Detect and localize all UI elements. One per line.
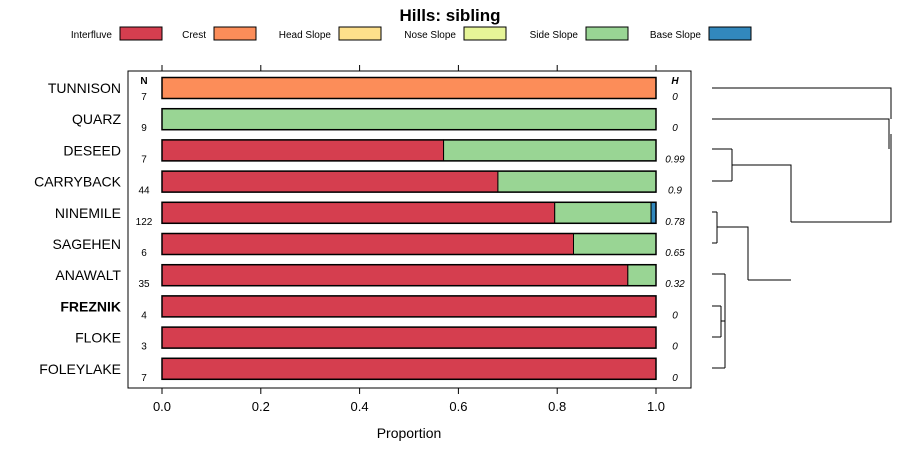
bar-segment xyxy=(161,139,445,162)
legend-swatch xyxy=(585,26,629,41)
row-label: FREZNIK xyxy=(60,298,121,314)
x-axis: 0.0 0.2 0.4 0.6 0.8 1.0 xyxy=(153,65,665,414)
n-value: 7 xyxy=(141,92,147,103)
legend-swatch xyxy=(213,26,257,41)
bar-segment xyxy=(443,139,657,162)
n-value: 122 xyxy=(136,217,153,228)
dendrogram-link xyxy=(712,118,890,149)
x-axis-label: Proportion xyxy=(377,425,442,441)
legend-label: Side Slope xyxy=(530,30,579,41)
h-value: 0 xyxy=(672,310,678,321)
x-tick-label: 0.8 xyxy=(548,399,566,414)
legend-label: Nose Slope xyxy=(404,30,456,41)
bar-outline xyxy=(161,295,657,318)
n-value: 35 xyxy=(138,279,150,290)
bar-outline xyxy=(161,232,657,256)
x-tick-label: 0.2 xyxy=(252,399,270,414)
row-label: NINEMILE xyxy=(55,205,121,221)
x-tick-label: 0.0 xyxy=(153,399,171,414)
bar-segment xyxy=(161,264,629,287)
h-value: 0.65 xyxy=(665,248,685,259)
n-value: 9 xyxy=(141,123,147,134)
bar-outline xyxy=(161,139,657,162)
n-value: 3 xyxy=(141,342,147,353)
bar-segment xyxy=(161,77,657,99)
bar-segment xyxy=(497,170,657,193)
bar-segment xyxy=(573,233,657,255)
bar-segment xyxy=(161,295,657,318)
n-value: 7 xyxy=(141,373,147,384)
legend-swatch xyxy=(708,26,752,41)
dendrogram xyxy=(712,87,892,369)
h-value: 0.9 xyxy=(668,186,682,197)
dendrogram-link xyxy=(791,134,892,223)
legend-swatch xyxy=(119,26,163,41)
bar-outline xyxy=(161,76,657,100)
row-label: SAGEHEN xyxy=(53,236,121,252)
n-column: 7 9 7 44 122 6 35 4 3 7 xyxy=(136,92,153,384)
n-value: 7 xyxy=(141,154,147,165)
row-label: DESEED xyxy=(63,142,121,158)
row-label: CARRYBACK xyxy=(34,174,122,190)
h-value: 0 xyxy=(672,373,678,384)
row-label: FOLEYLAKE xyxy=(39,361,121,377)
bar-segment xyxy=(161,170,499,193)
bar-segment xyxy=(554,201,652,224)
bar-segment xyxy=(161,326,657,349)
n-value: 4 xyxy=(141,310,147,321)
x-tick-label: 0.4 xyxy=(351,399,369,414)
bars-group xyxy=(161,76,657,381)
h-value: 0.78 xyxy=(665,217,685,228)
row-label: QUARZ xyxy=(72,111,121,127)
x-tick-label: 0.6 xyxy=(449,399,467,414)
bar-outline xyxy=(161,326,657,349)
bar-outline xyxy=(161,357,657,381)
bar-segment xyxy=(161,357,657,380)
row-label: TUNNISON xyxy=(48,80,121,96)
x-tick-label: 1.0 xyxy=(647,399,665,414)
dendrogram-link xyxy=(732,164,792,222)
legend-label: Interfluve xyxy=(71,30,113,41)
bar-outline xyxy=(161,201,657,225)
row-label: FLOKE xyxy=(75,330,121,346)
bar-outline xyxy=(161,107,657,131)
legend: Interfluve Crest Head Slope Nose Slope Side … xyxy=(71,26,752,41)
h-value: 0.32 xyxy=(665,279,685,290)
bar-segment xyxy=(161,201,556,224)
h-value: 0 xyxy=(672,92,678,103)
bar-outline xyxy=(161,263,657,287)
row-labels: TUNNISON QUARZ DESEED CARRYBACK NINEMILE SAGE… xyxy=(34,80,122,377)
chart-title: Hills: sibling xyxy=(399,6,500,25)
dendrogram-link xyxy=(712,87,892,119)
h-column-header: H xyxy=(671,76,679,87)
plot-frame xyxy=(127,70,692,389)
legend-swatch xyxy=(463,26,507,41)
legend-label: Head Slope xyxy=(279,30,332,41)
dendrogram-link xyxy=(717,226,749,280)
row-label: ANAWALT xyxy=(55,267,121,283)
legend-label: Crest xyxy=(182,30,206,41)
n-value: 6 xyxy=(141,248,147,259)
n-column-header: N xyxy=(140,76,147,87)
bar-outline xyxy=(161,170,657,193)
h-value: 0 xyxy=(672,342,678,353)
n-value: 44 xyxy=(138,186,150,197)
h-value: 0.99 xyxy=(665,154,685,165)
bar-segment xyxy=(161,108,657,131)
h-column: 0 0 0.99 0.9 0.78 0.65 0.32 0 0 0 xyxy=(665,92,685,384)
legend-swatch xyxy=(338,26,382,41)
h-value: 0 xyxy=(672,123,678,134)
bar-segment xyxy=(161,233,575,255)
bar-segment xyxy=(627,264,657,287)
legend-label: Base Slope xyxy=(650,30,702,41)
